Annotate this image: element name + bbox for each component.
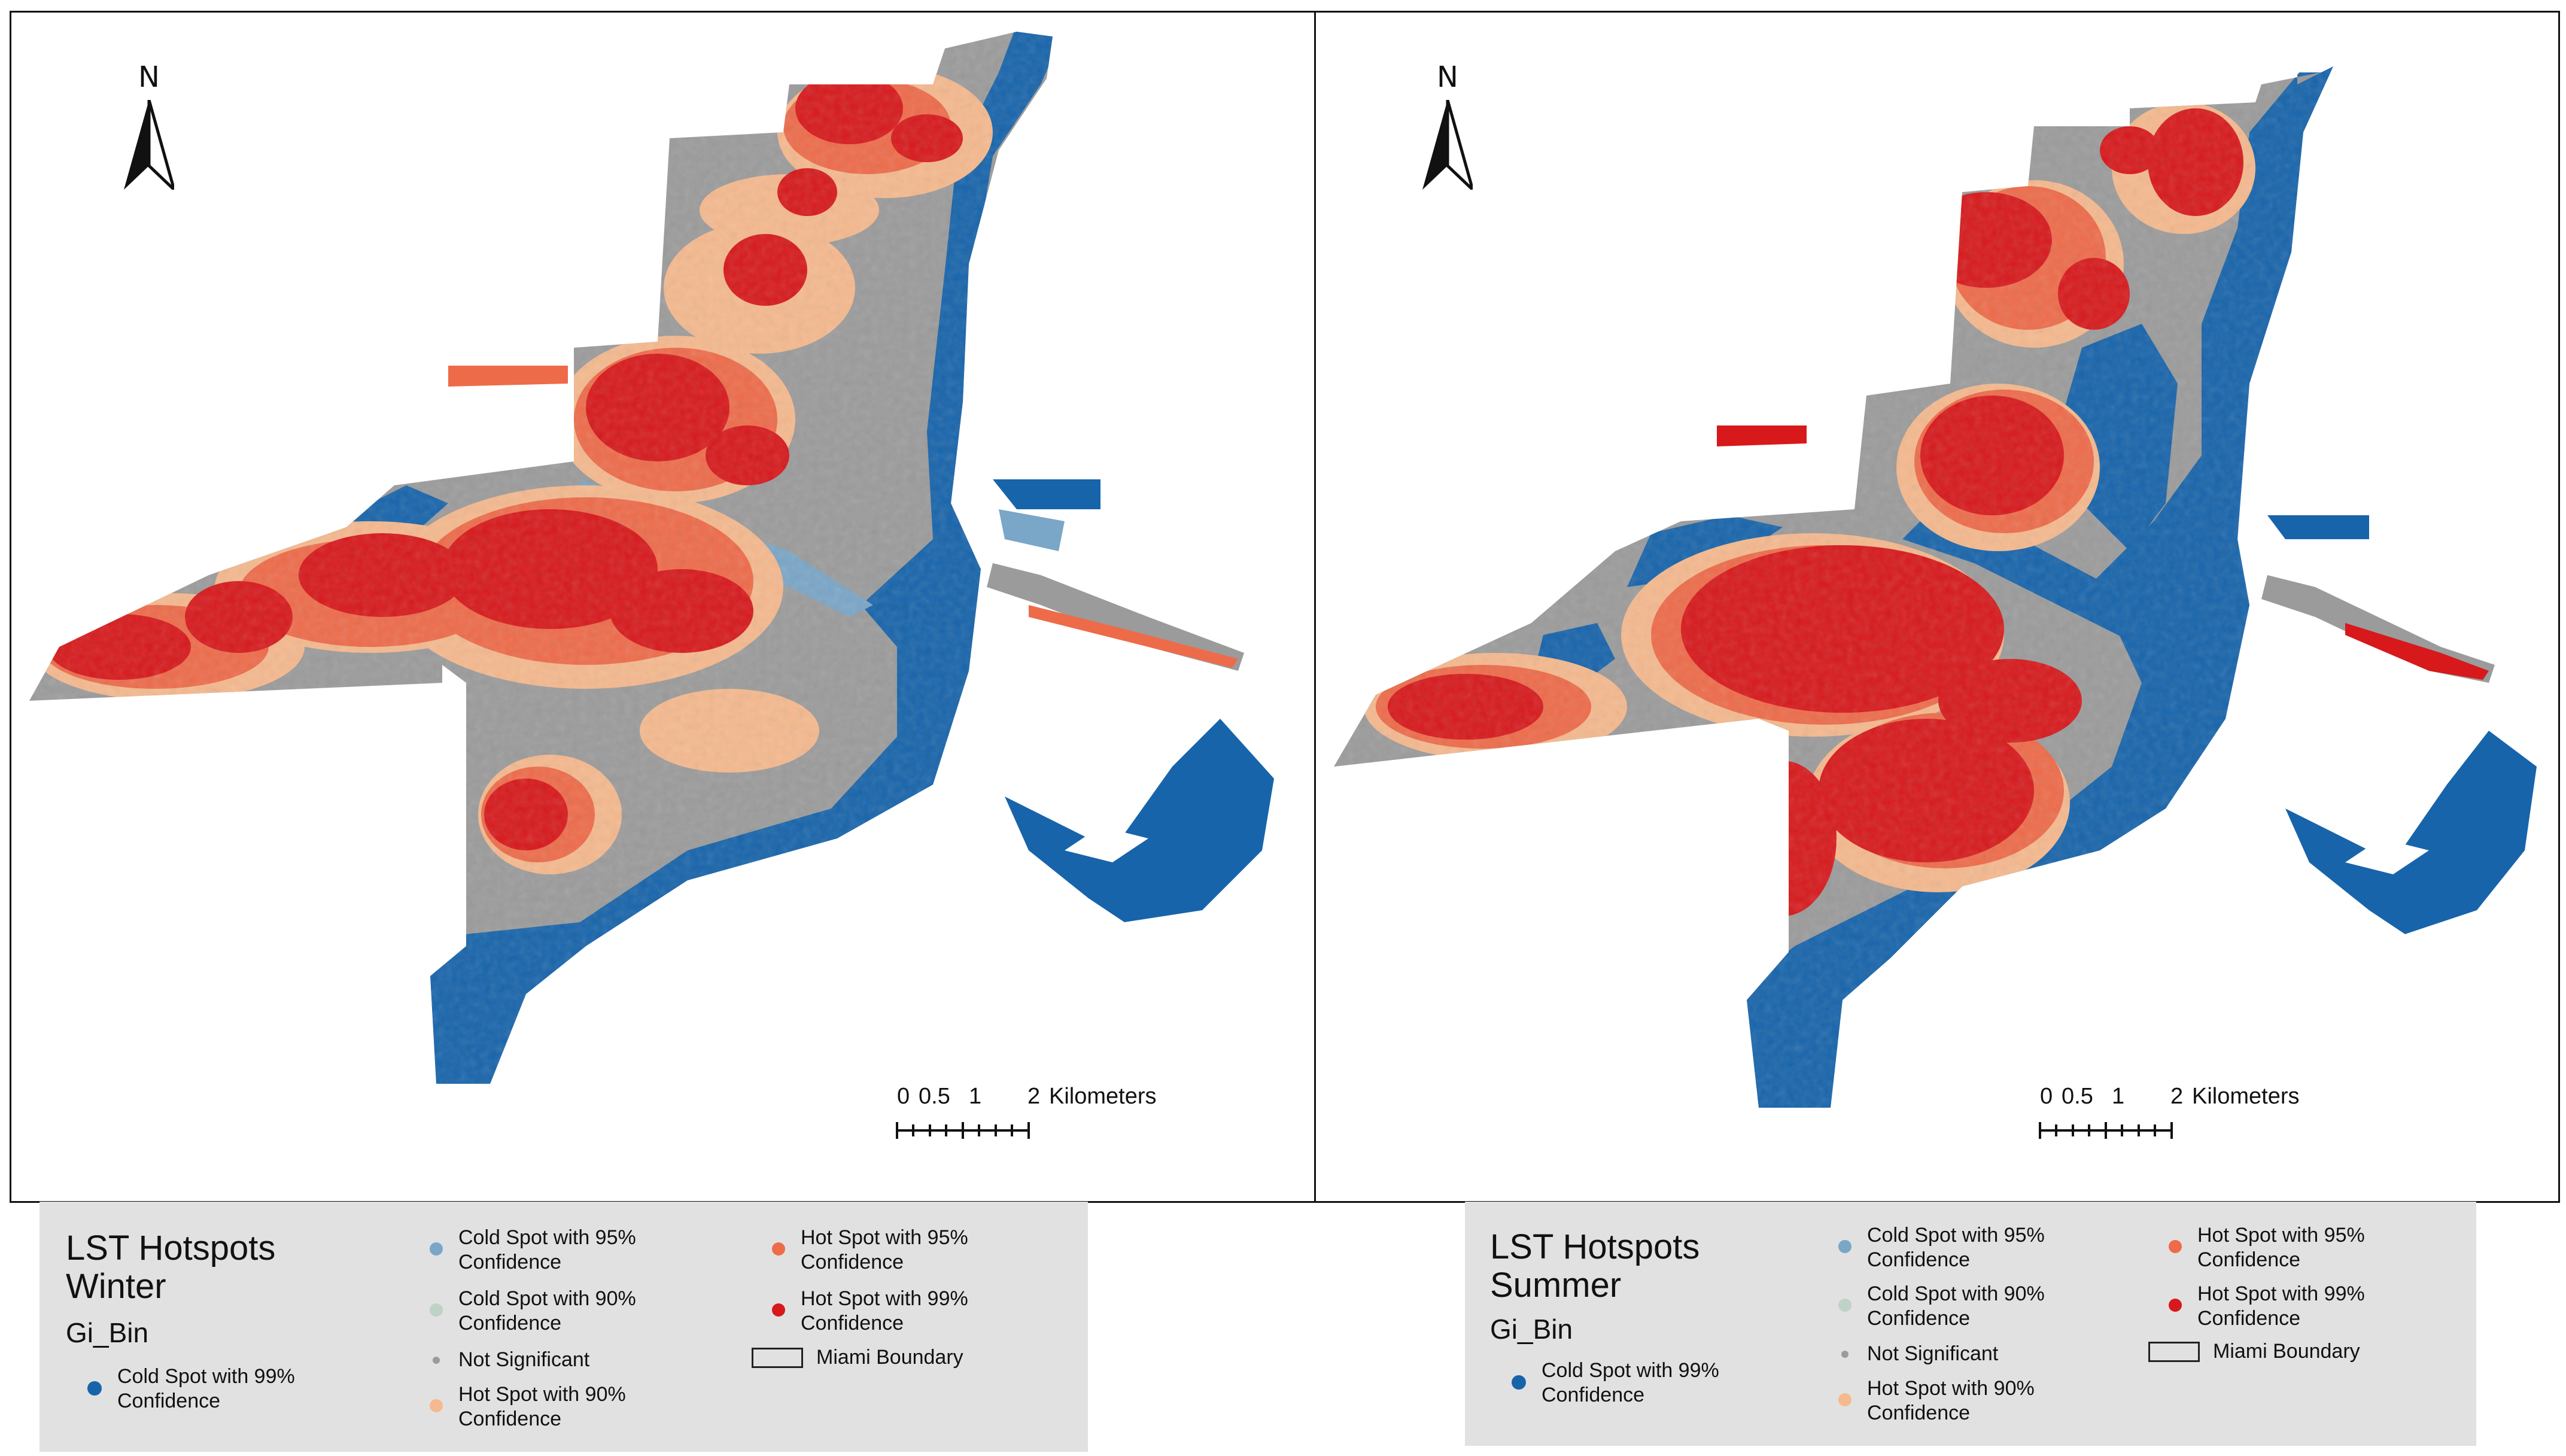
summer-legend: LST Hotspots Summer Gi_Bin Cold Spot wit… <box>1465 1202 2476 1446</box>
winter-legend-title: LST Hotspots Winter <box>66 1229 276 1306</box>
legend-item-hot-90: Hot Spot with 90% Confidence <box>1838 1376 2035 1425</box>
legend-item-cold-99: Cold Spot with 99% Confidence <box>1512 1358 1719 1408</box>
summer-map-frame: N 0 0.5 1 2 Kilometers <box>1314 11 2560 1203</box>
cold-99-symbol <box>1512 1375 1526 1390</box>
not-significant-symbol <box>1841 1351 1849 1358</box>
cold-90-symbol <box>1838 1299 1851 1312</box>
winter-island-south <box>1005 719 1274 922</box>
cold-99-symbol <box>87 1381 102 1396</box>
legend-item-cold-90: Cold Spot with 90% Confidence <box>1838 1282 2045 1331</box>
winter-north-letter: N <box>138 60 160 94</box>
winter-north-arrow: N <box>113 60 185 192</box>
boundary-symbol <box>2148 1342 2200 1362</box>
hot-99-symbol <box>772 1303 785 1317</box>
summer-hotspot-map <box>1334 66 2537 1108</box>
hot-95-symbol <box>772 1242 785 1256</box>
north-arrow-icon <box>124 100 174 190</box>
cold-95-symbol <box>1838 1240 1851 1253</box>
legend-item-not-significant: Not Significant <box>433 1348 589 1372</box>
summer-north-letter: N <box>1437 60 1458 94</box>
winter-map-frame: N 0 0.5 1 2 Kilometers <box>10 11 1318 1203</box>
winter-hotspot-map <box>29 32 1274 1084</box>
summer-island-south <box>2285 731 2537 934</box>
winter-scale-bar: 0 0.5 1 2 Kilometers <box>891 1084 1202 1150</box>
hot-99-symbol <box>2169 1299 2182 1312</box>
hot-95-symbol <box>2169 1240 2182 1253</box>
legend-item-cold-95: Cold Spot with 95% Confidence <box>430 1226 636 1275</box>
winter-causeway <box>993 479 1100 509</box>
north-arrow-icon <box>1422 100 1473 190</box>
winter-legend-field: Gi_Bin <box>66 1317 149 1348</box>
legend-item-hot-95: Hot Spot with 95% Confidence <box>2169 1223 2365 1272</box>
legend-item-hot-99: Hot Spot with 99% Confidence <box>772 1287 968 1336</box>
legend-item-cold-90: Cold Spot with 90% Confidence <box>430 1287 636 1336</box>
summer-legend-field: Gi_Bin <box>1490 1314 1573 1345</box>
cold-95-symbol <box>430 1242 443 1256</box>
legend-item-miami-boundary: Miami Boundary <box>2148 1339 2360 1364</box>
summer-north-arrow: N <box>1412 60 1483 192</box>
legend-item-hot-95: Hot Spot with 95% Confidence <box>772 1226 968 1275</box>
hot-90-symbol <box>1838 1393 1851 1406</box>
summer-legend-title: LST Hotspots Summer <box>1490 1227 1700 1305</box>
legend-item-cold-99: Cold Spot with 99% Confidence <box>87 1364 295 1414</box>
scale-ruler-icon <box>896 1122 1030 1139</box>
hot-90-symbol <box>430 1399 443 1412</box>
legend-item-cold-95: Cold Spot with 95% Confidence <box>1838 1223 2045 1272</box>
not-significant-symbol <box>433 1357 440 1364</box>
legend-item-miami-boundary: Miami Boundary <box>752 1345 963 1370</box>
legend-item-not-significant: Not Significant <box>1841 1342 1998 1366</box>
legend-item-hot-99: Hot Spot with 99% Confidence <box>2169 1282 2365 1331</box>
summer-scale-bar: 0 0.5 1 2 Kilometers <box>2034 1084 2345 1150</box>
boundary-symbol <box>752 1348 803 1368</box>
scale-ruler-icon <box>2039 1122 2173 1139</box>
summer-causeway <box>2267 515 2369 539</box>
legend-item-hot-90: Hot Spot with 90% Confidence <box>430 1382 626 1431</box>
cold-90-symbol <box>430 1303 443 1317</box>
winter-legend: LST Hotspots Winter Gi_Bin Cold Spot wit… <box>39 1202 1088 1452</box>
